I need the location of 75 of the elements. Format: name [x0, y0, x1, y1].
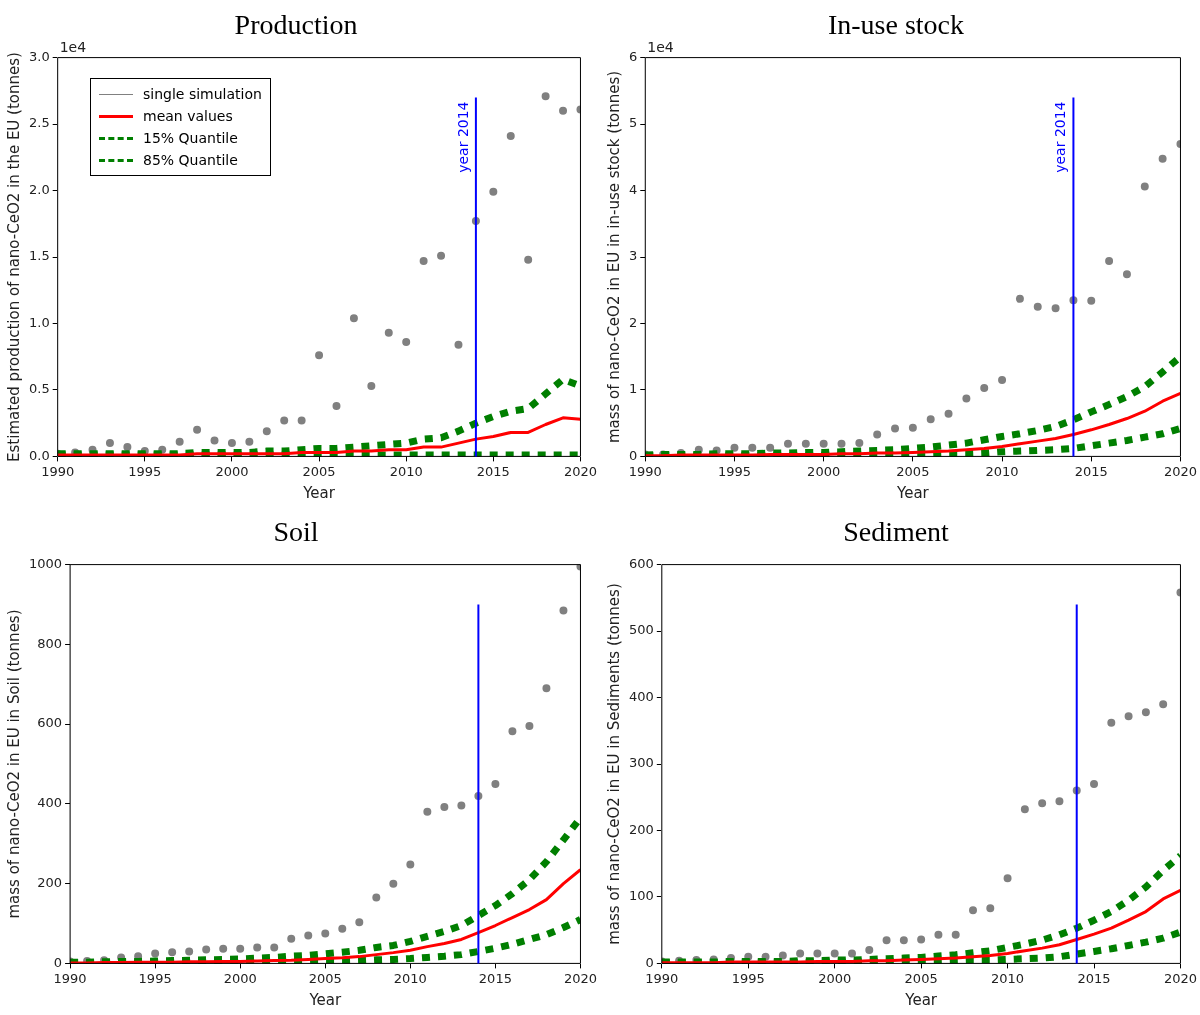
y-tick-label: 0 [645, 954, 654, 970]
x-tick-label: 2005 [308, 970, 342, 986]
x-tick-label: 2005 [302, 463, 336, 479]
x-axis-title: Year [308, 990, 342, 1009]
x-tick-label: 2010 [991, 970, 1025, 986]
x-tick-label: 2015 [1077, 970, 1111, 986]
y-axis-title: Estimated production of nano-CeO2 in the EU (tonnes) [4, 52, 23, 462]
x-tick-label: 2000 [818, 970, 852, 986]
chart-title: In-use stock [827, 9, 965, 41]
y-tick-label: 5 [628, 115, 638, 131]
y-tick-label: 0 [53, 954, 63, 970]
y-tick-label: 1.0 [28, 314, 50, 330]
y-tick-label: 2 [628, 314, 638, 330]
x-tick-label: 2015 [476, 463, 510, 479]
x-tick-label: 2010 [985, 463, 1019, 479]
x-tick-label: 1990 [628, 463, 662, 479]
x-tick-label: 2020 [1163, 970, 1197, 986]
x-tick-label: 2015 [1074, 463, 1108, 479]
y-axis-title: mass of nano-CeO2 in EU in in-use stock (tonnes) [604, 70, 623, 444]
x-axis-title: Year [904, 990, 938, 1009]
chart-title: Production [234, 9, 358, 41]
y-tick-label: 300 [628, 755, 654, 771]
x-tick-label: 2000 [807, 463, 841, 479]
x-tick-label: 2000 [223, 970, 257, 986]
y-tick-label: 2.5 [28, 115, 50, 131]
y-tick-label: 200 [37, 875, 63, 891]
text: 1e4 [59, 39, 87, 56]
x-tick-label: 2005 [904, 970, 938, 986]
y-tick-label: 4 [628, 181, 638, 197]
x-tick-label: 2005 [896, 463, 930, 479]
y-tick-label: 1000 [28, 555, 63, 571]
y-tick-label: 1.5 [28, 248, 50, 264]
y-tick-label: 2.0 [28, 181, 50, 197]
x-tick-label: 1990 [645, 970, 679, 986]
y-tick-label: 6 [628, 48, 638, 64]
x-tick-label: 2020 [1163, 463, 1197, 479]
x-tick-label: 1990 [53, 970, 87, 986]
y-axis-title: mass of nano-CeO2 in EU in Soil (tonnes) [4, 609, 23, 919]
y-tick-label: 400 [37, 795, 63, 811]
y-axis-title: mass of nano-CeO2 in EU in Sediments (tonnes) [604, 583, 623, 945]
x-tick-label: 1995 [717, 463, 752, 479]
ref-line-label: year 2014 [454, 101, 471, 173]
legend-label: mean values [143, 108, 233, 124]
x-tick-label: 2010 [389, 463, 423, 479]
x-tick-label: 2010 [393, 970, 427, 986]
chart-title: Soil [273, 516, 319, 548]
text: 1e4 [647, 39, 674, 56]
x-tick-label: 1995 [731, 970, 765, 986]
chart-title: Sediment [843, 516, 950, 548]
x-tick-label: 1995 [128, 463, 162, 479]
x-axis-title: Year [895, 483, 930, 502]
y-tick-label: 800 [37, 635, 63, 651]
ref-line-label: year 2014 [1052, 101, 1069, 173]
y-tick-label: 600 [37, 715, 63, 731]
y-tick-label: 3.0 [28, 48, 50, 64]
x-tick-label: 1990 [41, 463, 75, 479]
y-tick-label: 200 [628, 821, 654, 837]
legend-label: single simulation [143, 86, 262, 102]
y-tick-label: 3 [628, 248, 638, 264]
x-tick-label: 2000 [215, 463, 249, 479]
x-tick-label: 2020 [563, 970, 597, 986]
y-tick-label: 0 [628, 447, 638, 463]
legend-label: 85% Quantile [143, 152, 238, 168]
y-tick-label: 500 [628, 622, 654, 638]
legend-label: 15% Quantile [143, 130, 238, 146]
y-tick-label: 100 [628, 888, 654, 904]
y-tick-label: 0.0 [28, 447, 50, 463]
y-tick-label: 0.5 [28, 381, 50, 397]
y-tick-label: 1 [628, 381, 638, 397]
x-tick-label: 2020 [563, 463, 597, 479]
x-tick-label: 2015 [478, 970, 512, 986]
y-tick-label: 400 [628, 688, 654, 704]
x-tick-label: 1995 [138, 970, 172, 986]
y-tick-label: 600 [628, 555, 654, 571]
x-axis-title: Year [302, 483, 336, 502]
